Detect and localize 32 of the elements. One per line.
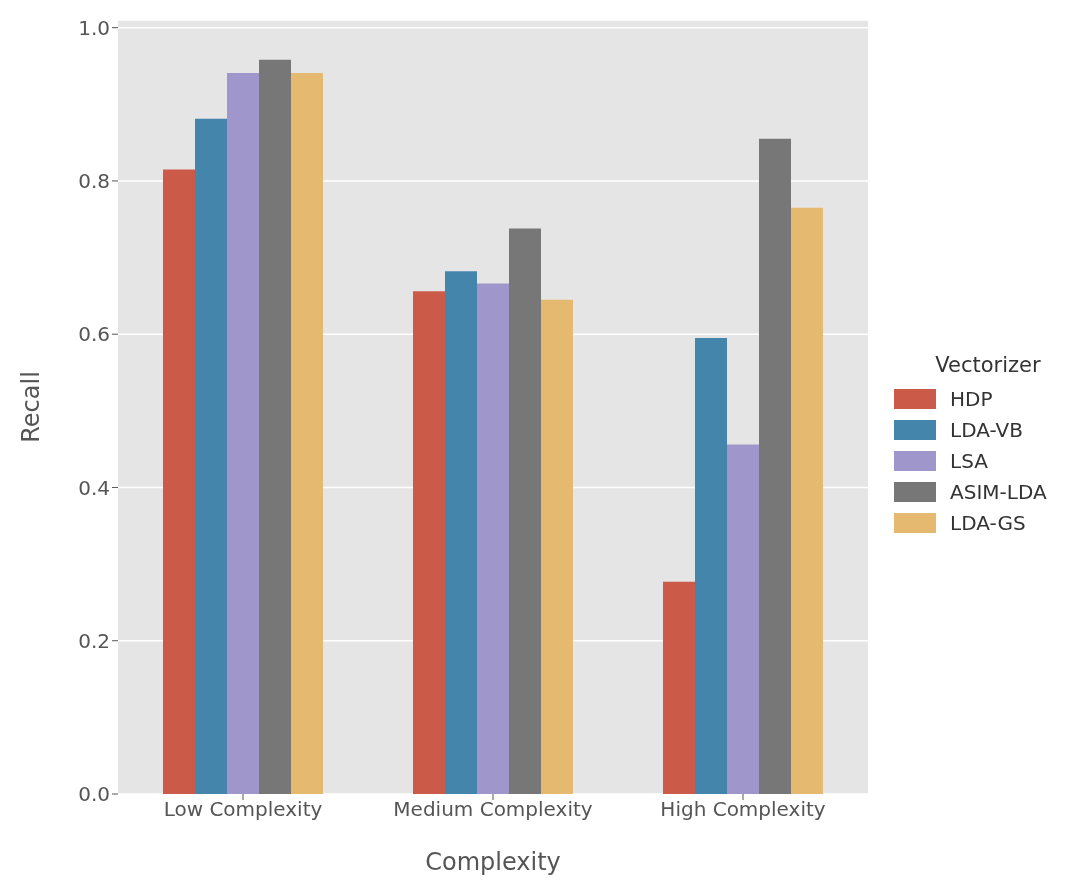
bar (759, 138, 791, 794)
bar (791, 207, 823, 794)
bar (227, 72, 259, 794)
bar (509, 228, 541, 794)
bar (195, 118, 227, 794)
x-tick-label: Medium Complexity (393, 797, 593, 822)
bar (727, 444, 759, 794)
bar (259, 59, 291, 794)
legend-label: LDA-GS (950, 510, 1026, 535)
bar (291, 72, 323, 794)
y-tick-label: 0.2 (78, 628, 110, 653)
y-tick-label: 0.6 (78, 322, 110, 347)
bar (695, 338, 727, 794)
legend-label: ASIM-LDA (950, 479, 1047, 504)
x-tick-label: High Complexity (660, 797, 826, 822)
x-tick-label: Low Complexity (163, 797, 323, 822)
y-tick-label: 0.8 (78, 169, 110, 194)
bar (445, 271, 477, 794)
legend-label: HDP (950, 386, 993, 411)
legend-label: LDA-VB (950, 417, 1023, 442)
y-tick-label: 0.4 (78, 475, 110, 500)
bar (663, 581, 695, 794)
x-axis-title: Complexity (425, 848, 561, 876)
bar (163, 169, 195, 794)
bar (477, 283, 509, 794)
y-tick-label: 0.0 (78, 782, 110, 807)
legend-label: LSA (950, 448, 988, 473)
legend-title: Vectorizer (934, 353, 1042, 377)
y-tick-label: 1.0 (78, 15, 110, 40)
bar (413, 291, 445, 794)
y-axis-title: Recall (16, 371, 45, 443)
bar (541, 299, 573, 794)
